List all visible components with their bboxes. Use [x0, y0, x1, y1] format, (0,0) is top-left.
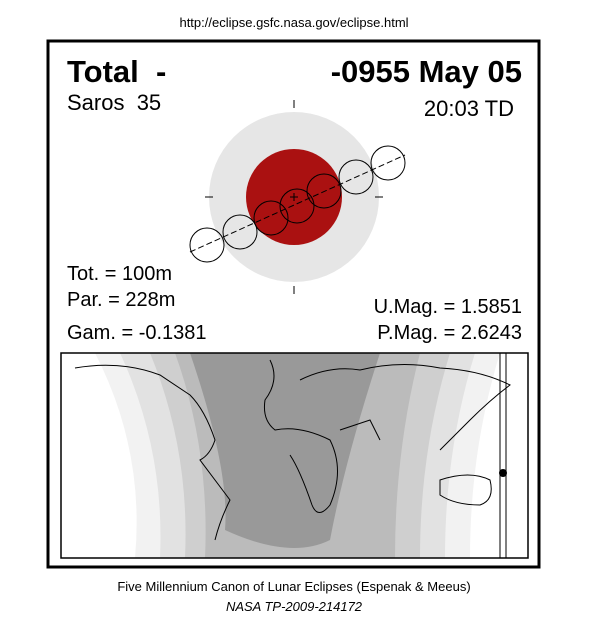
penumbral-magnitude: P.Mag. = 2.6243 — [377, 322, 522, 344]
time: 20:03 TD — [424, 96, 514, 121]
visibility-map — [60, 352, 529, 559]
footer-ref: NASA TP-2009-214172 — [226, 599, 363, 614]
eclipse-geometry — [189, 100, 406, 294]
date: -0955 May 05 — [331, 54, 522, 89]
url: http://eclipse.gsfc.nasa.gov/eclipse.htm… — [179, 15, 408, 30]
umbral-magnitude: U.Mag. = 1.5851 — [374, 296, 522, 318]
partial-duration: Par. = 228m — [67, 289, 175, 311]
frame — [46, 39, 541, 569]
footer-title: Five Millennium Canon of Lunar Eclipses … — [117, 579, 470, 594]
gamma: Gam. = -0.1381 — [67, 322, 207, 344]
saros: Saros 35 — [67, 90, 161, 115]
eclipse-type: Total - — [67, 54, 166, 89]
totality-duration: Tot. = 100m — [67, 263, 172, 285]
